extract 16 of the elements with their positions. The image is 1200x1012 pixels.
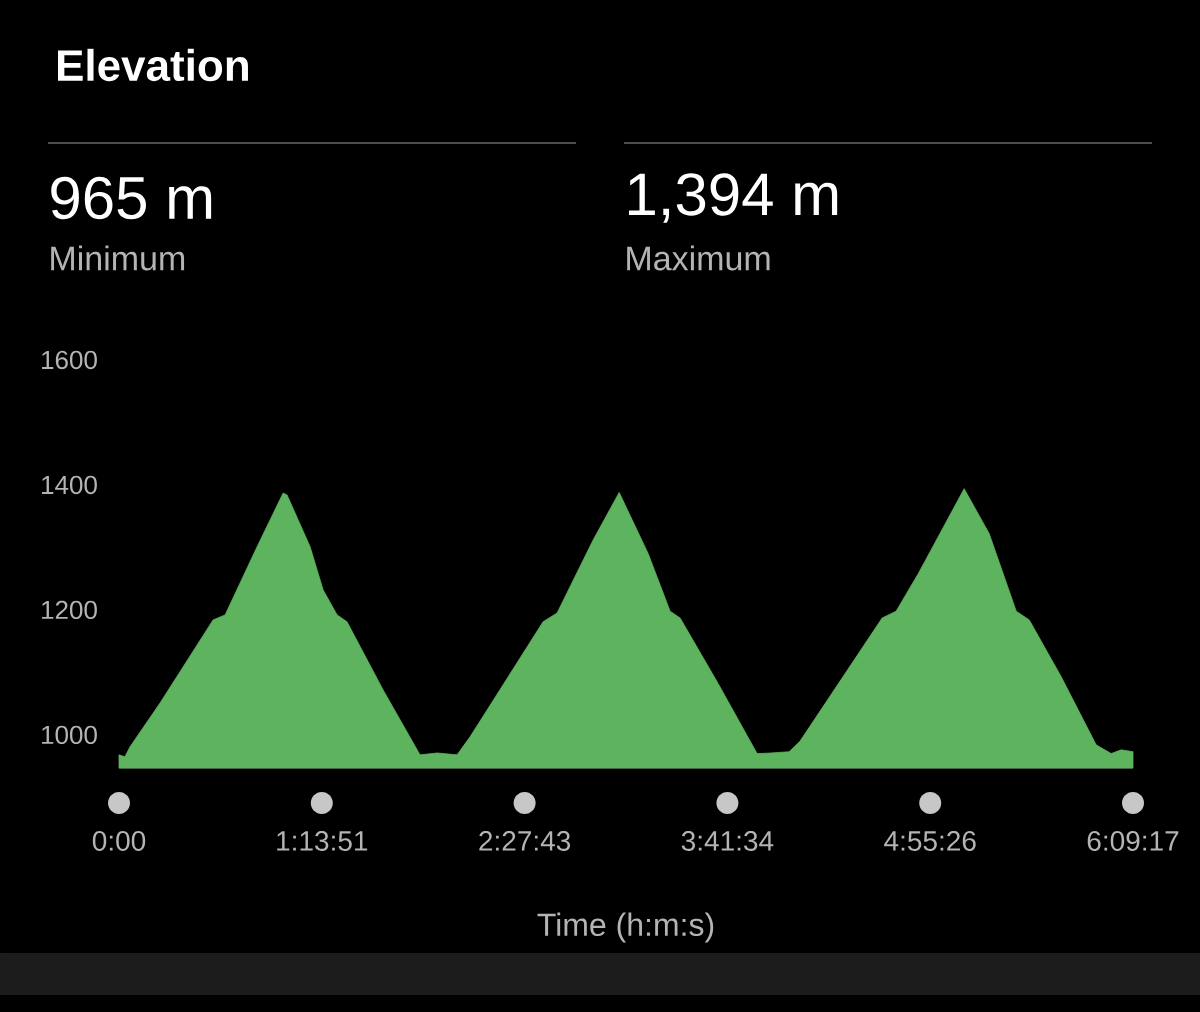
text: Minimum bbox=[51, 245, 185, 271]
x-axis-title: Time (h:m:s) bbox=[537, 912, 714, 943]
y-tick-label: 1000 bbox=[42, 725, 97, 745]
text: Maximum bbox=[627, 245, 770, 271]
x-tick-label: 4:55:26 bbox=[884, 831, 976, 851]
x-tick-label: 2:27:43 bbox=[479, 831, 571, 851]
y-tick-label: 1200 bbox=[42, 600, 97, 620]
y-tick-label: 1400 bbox=[42, 475, 97, 495]
x-tick-label: 0:00 bbox=[92, 831, 146, 851]
y-tick-label: 1600 bbox=[42, 350, 97, 370]
x-tick-label: 3:41:34 bbox=[681, 831, 774, 851]
x-tick-label: 1:13:51 bbox=[277, 831, 368, 851]
x-tick-label: 6:09:17 bbox=[1087, 831, 1179, 851]
chart-title: Elevation bbox=[58, 48, 248, 82]
text: 1,394 m bbox=[628, 173, 838, 223]
text: 965 m bbox=[51, 176, 212, 220]
